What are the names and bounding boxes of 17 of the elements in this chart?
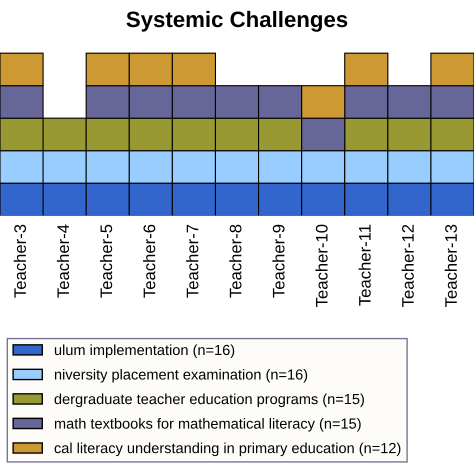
x-tick-label: Teacher-6 [143, 224, 156, 298]
legend-label: ulum implementation (n=16) [54, 344, 234, 358]
x-tick-label: Teacher-4 [56, 224, 70, 298]
x-tick-label: Teacher-8 [229, 224, 242, 298]
chart-title: Systemic Challenges [126, 10, 348, 32]
x-tick-label: Teacher-5 [100, 224, 112, 298]
legend-label: dergraduate teacher education programs (n=15) [54, 393, 364, 408]
x-tick-label: Teacher-7 [186, 224, 198, 298]
legend-label: cal literacy understanding in primary education (n=12) [54, 442, 400, 456]
legend-label: niversity placement examination (n=16) [54, 368, 308, 383]
x-tick-label: Teacher-3 [14, 224, 26, 298]
x-tick-label: Teacher-10 [315, 224, 328, 307]
x-tick-label: Teacher-9 [272, 224, 285, 298]
x-tick-label: Teacher-12 [402, 224, 414, 307]
x-tick-label: Teacher-11 [358, 224, 371, 306]
legend-label: math textbooks for mathematical literacy (n=15) [54, 418, 361, 432]
x-tick-label: Teacher-13 [444, 224, 457, 307]
